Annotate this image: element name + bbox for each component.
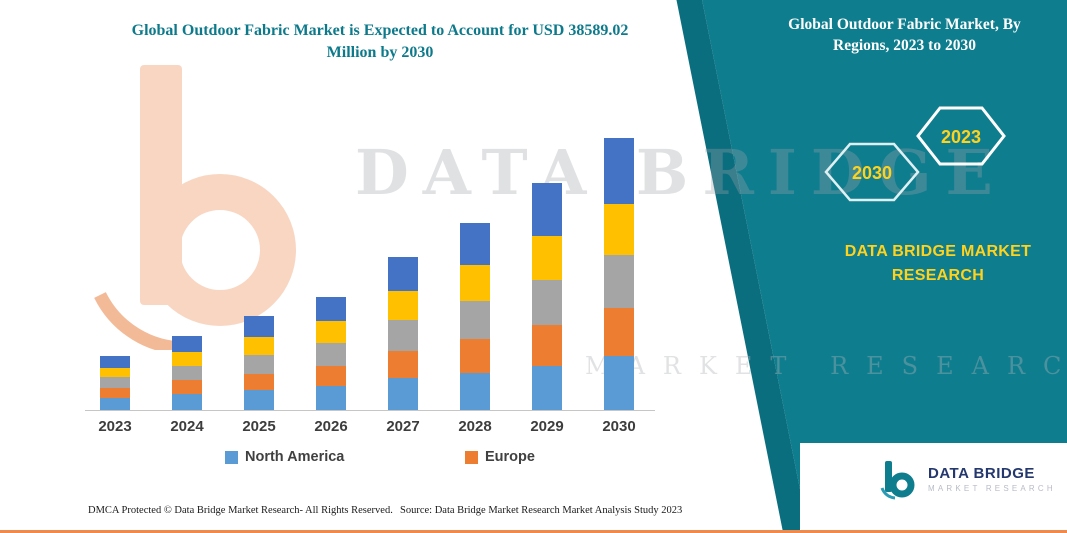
bar-segment-unlabeled-blue (316, 296, 346, 322)
bar-segment-unlabeled-gray (532, 279, 562, 326)
bar-segment-europe (460, 338, 490, 373)
x-axis-label-2029: 2029 (530, 418, 564, 435)
bar-segment-europe (244, 373, 274, 391)
bar-segment-north-america (172, 394, 202, 410)
x-axis-label-2024: 2024 (170, 418, 204, 435)
company-logo-b-icon (880, 461, 915, 500)
bar-segment-europe (388, 350, 418, 379)
bar-segment-europe (172, 380, 202, 395)
bar-segment-unlabeled-gray (604, 255, 634, 309)
bar-segment-unlabeled-blue (532, 183, 562, 237)
legend-swatch-north-america (225, 450, 238, 464)
x-axis-label-2026: 2026 (314, 418, 348, 435)
bar-segment-north-america (100, 398, 130, 410)
x-axis-label-2025: 2025 (242, 418, 276, 435)
bar-segment-north-america (460, 372, 490, 410)
bar-segment-unlabeled-yellow (388, 290, 418, 321)
bar-segment-unlabeled-yellow (460, 264, 490, 302)
hexagon-2023: 2023 (916, 106, 1006, 166)
company-logo-name: DATA BRIDGE (928, 465, 1035, 482)
company-logo-subtitle: MARKET RESEARCH (928, 484, 1056, 493)
company-logo: DATA BRIDGE MARKET RESEARCH (878, 458, 1056, 500)
bar-segment-unlabeled-gray (388, 320, 418, 351)
banner-heading: Global Outdoor Fabric Market, By Regions… (752, 14, 1057, 56)
bar-segment-europe (532, 325, 562, 366)
bar-segment-north-america (532, 365, 562, 410)
year-hexagons: 2030 2023 (824, 106, 1006, 202)
dmca-notice: DMCA Protected © Data Bridge Market Rese… (88, 505, 393, 516)
bar-2030 (604, 138, 634, 410)
hexagon-2023-label: 2023 (941, 127, 981, 147)
bar-segment-unlabeled-yellow (244, 337, 274, 355)
bar-chart (85, 130, 655, 411)
bar-segment-unlabeled-yellow (532, 236, 562, 280)
bar-2029 (532, 183, 562, 410)
legend-item-north-america: North America (225, 449, 344, 465)
bar-segment-unlabeled-blue (460, 222, 490, 265)
chart-title-line1: Global Outdoor Fabric Market is Expected… (131, 22, 629, 39)
banner-brand-line1: DATA BRIDGE MARKET (844, 243, 1032, 260)
bar-segment-unlabeled-blue (100, 355, 130, 368)
chart-title: Global Outdoor Fabric Market is Expected… (70, 20, 690, 64)
bar-2023 (100, 355, 130, 410)
watermark-text-primary: DATA BRIDGE (355, 136, 1007, 209)
legend-swatch-europe (465, 450, 478, 464)
bar-2027 (388, 257, 418, 410)
bar-segment-unlabeled-yellow (604, 203, 634, 256)
bar-segment-unlabeled-blue (244, 316, 274, 337)
banner-brand-line2: RESEARCH (891, 267, 985, 284)
bar-segment-europe (100, 388, 130, 399)
bar-segment-unlabeled-gray (244, 354, 274, 374)
bar-segment-unlabeled-yellow (100, 367, 130, 378)
bar-segment-unlabeled-gray (172, 365, 202, 381)
x-axis-label-2023: 2023 (98, 418, 132, 435)
x-axis-label-2027: 2027 (386, 418, 420, 435)
bar-segment-unlabeled-blue (388, 257, 418, 291)
bar-segment-unlabeled-yellow (172, 351, 202, 366)
bar-segment-unlabeled-gray (100, 377, 130, 389)
x-axis-label-2028: 2028 (458, 418, 492, 435)
bar-segment-europe (316, 365, 346, 387)
chart-legend: North America Europe (85, 449, 655, 471)
bar-segment-north-america (388, 378, 418, 410)
hexagon-2030: 2030 (824, 142, 920, 202)
bar-2026 (316, 296, 346, 410)
bar-segment-north-america (604, 355, 634, 410)
logo-background-notch (800, 443, 1067, 533)
legend-item-europe: Europe (465, 449, 535, 465)
bar-2024 (172, 335, 202, 410)
bar-segment-north-america (244, 390, 274, 410)
bar-2028 (460, 222, 490, 410)
bar-segment-unlabeled-blue (604, 138, 634, 204)
bar-segment-north-america (316, 386, 346, 410)
banner-brand-text: DATA BRIDGE MARKET RESEARCH (793, 240, 1067, 288)
bar-segment-unlabeled-gray (316, 342, 346, 366)
bar-segment-unlabeled-gray (460, 301, 490, 339)
bar-segment-unlabeled-yellow (316, 321, 346, 343)
legend-label-europe: Europe (485, 449, 535, 465)
hexagon-2030-label: 2030 (852, 163, 892, 183)
bar-segment-unlabeled-blue (172, 336, 202, 352)
bottom-accent-line (0, 530, 1067, 533)
banner-heading-line1: Global Outdoor Fabric Market, By (788, 16, 1021, 33)
banner-heading-line2: Regions, 2023 to 2030 (833, 37, 976, 54)
bar-segment-europe (604, 308, 634, 356)
x-axis-labels: 2023 2024 2025 2026 2027 2028 2029 2030 (85, 418, 655, 440)
x-axis-label-2030: 2030 (602, 418, 636, 435)
company-logo-text: DATA BRIDGE MARKET RESEARCH (928, 465, 1056, 493)
bar-2025 (244, 316, 274, 410)
legend-label-north-america: North America (245, 449, 345, 465)
source-note: Source: Data Bridge Market Research Mark… (400, 505, 683, 516)
chart-title-line2: Million by 2030 (326, 44, 434, 61)
watermark-text-secondary: MARKET RESEARCH (585, 352, 1067, 380)
